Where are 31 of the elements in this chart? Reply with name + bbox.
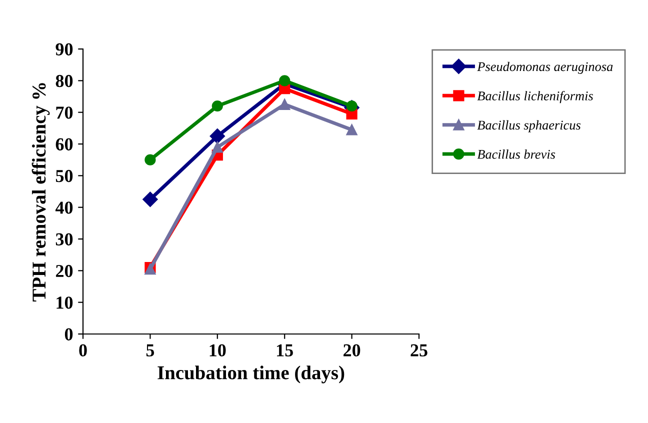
y-tick-label: 60 xyxy=(56,138,73,150)
point xyxy=(210,128,225,144)
y-tick-label: 30 xyxy=(56,233,73,246)
legend-label: Pseudomonas aeruginosa xyxy=(477,62,613,74)
x-axis-title: Incubation time (days) xyxy=(158,366,344,384)
point xyxy=(144,154,156,166)
point xyxy=(346,124,358,136)
x-tick-label: 10 xyxy=(210,344,226,356)
y-tick-label: 70 xyxy=(56,106,73,119)
point xyxy=(212,100,223,112)
legend-label: Bacillus sphaericus xyxy=(477,120,580,132)
y-tick-label: 90 xyxy=(56,43,73,56)
y-tick-label: 50 xyxy=(56,170,73,182)
y-tick-label: 20 xyxy=(56,264,73,278)
legend-label: Bacillus licheniformis xyxy=(477,90,593,104)
x-tick-label: 15 xyxy=(277,344,293,356)
legend-label: Bacillus brevis xyxy=(477,150,556,159)
point xyxy=(279,75,290,86)
point xyxy=(212,142,223,153)
x-tick-label: 20 xyxy=(344,344,360,356)
y-tick-label: 10 xyxy=(56,296,73,309)
y-tick-label: 40 xyxy=(55,202,73,214)
x-tick-label: 5 xyxy=(146,344,154,356)
x-tick-label: 25 xyxy=(410,344,428,356)
point xyxy=(142,192,158,207)
y-tick-label: 80 xyxy=(56,74,73,88)
point xyxy=(279,98,290,110)
y-tick-label: 0 xyxy=(64,328,73,340)
x-tick-label: 0 xyxy=(79,344,87,356)
point xyxy=(346,100,358,112)
y-axis-title: TPH removal efficiency % xyxy=(32,83,50,302)
